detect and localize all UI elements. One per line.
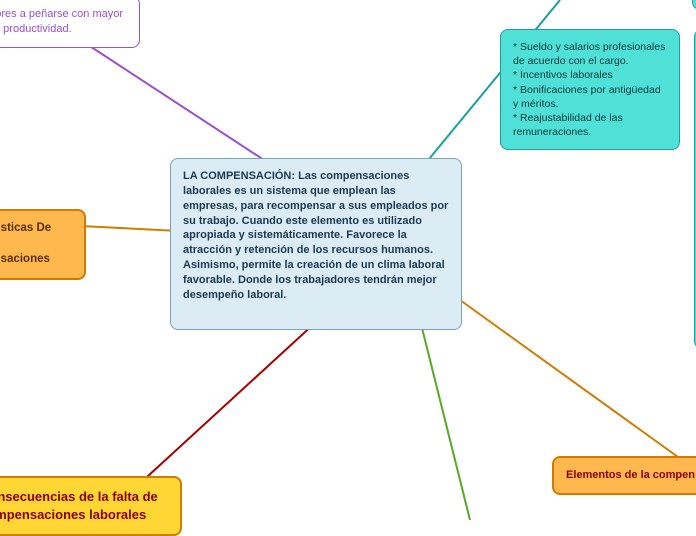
teal-node-1: * Sueldo y salarios profesionales de acu… [500,29,680,150]
purple-text: adores a peñarse con mayor ia y producti… [0,8,123,35]
teal1-text: * Sueldo y salarios profesionales de acu… [513,41,665,138]
central-node: LA COMPENSACIÓN: Las compensaciones labo… [170,158,462,330]
red-bottom-node: Consecuencias de la falta de compensacio… [0,476,182,536]
purple-node: adores a peñarse con mayor ia y producti… [0,0,140,48]
orange-left-text: acteristicas De Las mpensaciones [0,222,51,265]
orange-left-node: acteristicas De Las mpensaciones [0,209,86,280]
red-bottom-text: Consecuencias de la falta de compensacio… [0,489,158,522]
central-text: LA COMPENSACIÓN: Las compensaciones labo… [183,170,448,301]
orange-right-node: Elementos de la compen [552,456,696,495]
orange-right-text: Elementos de la compen [566,469,695,481]
